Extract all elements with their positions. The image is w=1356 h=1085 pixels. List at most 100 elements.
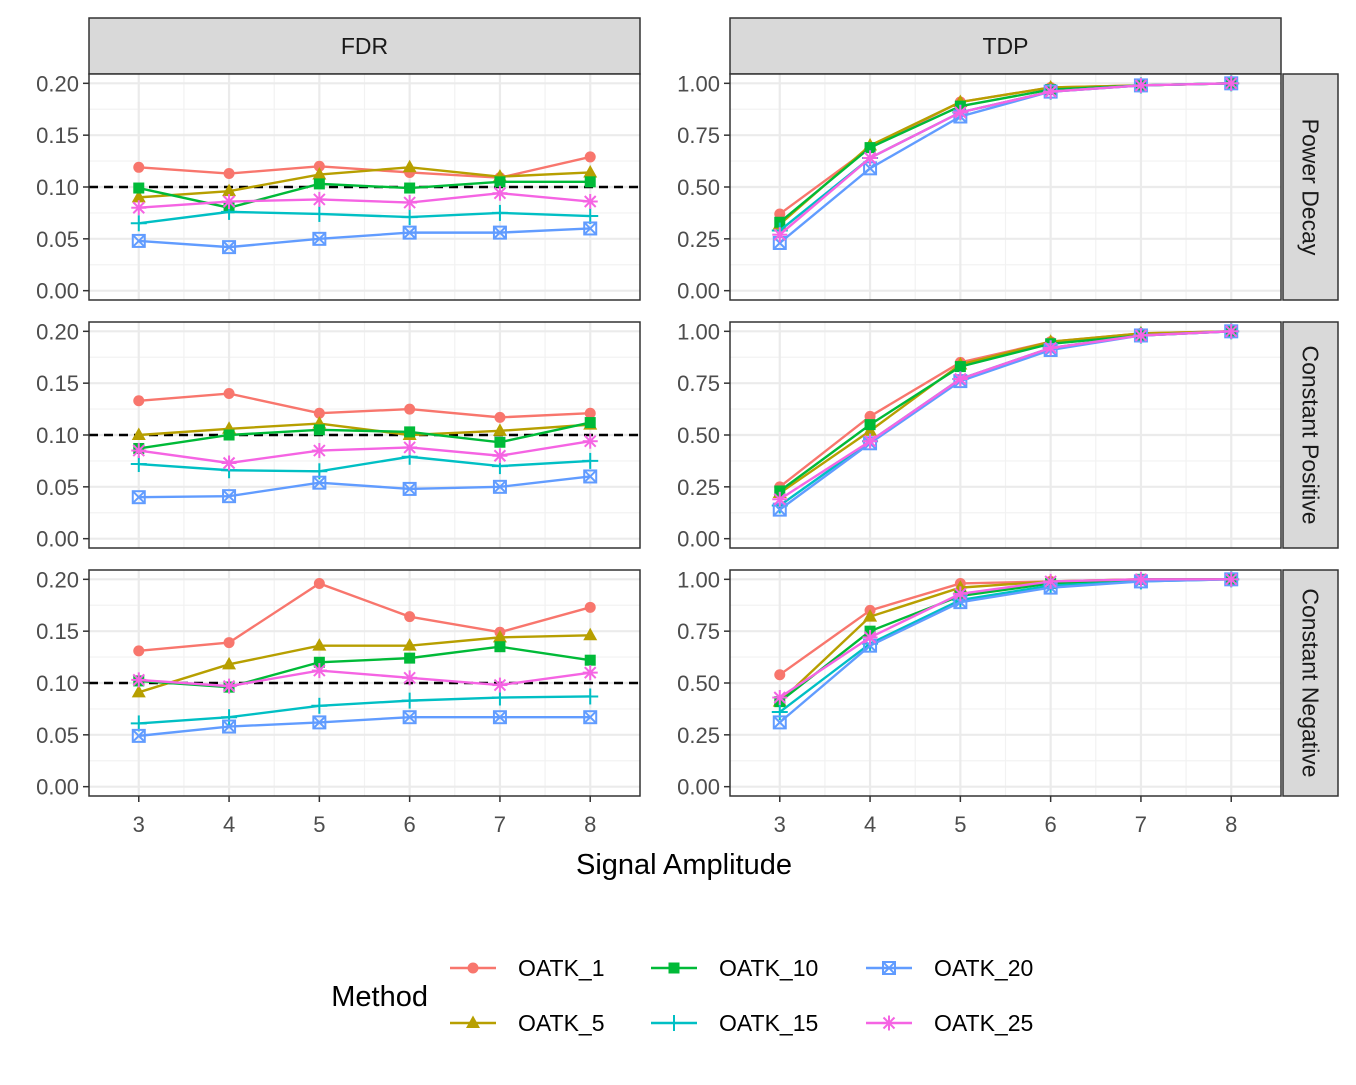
row-strip-label: Constant Positive	[1298, 346, 1324, 525]
y-tick-label: 0.50	[677, 423, 720, 448]
data-point	[131, 189, 146, 203]
series-oatk-15	[130, 203, 599, 232]
series-line	[138, 669, 591, 688]
series-line	[138, 716, 591, 738]
y-tick-label: 0.00	[36, 279, 79, 304]
data-point	[221, 194, 237, 210]
legend[interactable]: Method OATK_1 OATK_5 OATK_10 OATK_15 OATK_20…	[331, 955, 1033, 1036]
data-point	[492, 677, 508, 693]
x-tick-label: 6	[404, 812, 416, 837]
data-point	[221, 455, 237, 471]
y-tick-label: 0.00	[677, 279, 720, 304]
y-tick-label: 0.05	[36, 227, 79, 252]
data-point	[491, 204, 508, 221]
data-point	[862, 150, 878, 166]
legend-item-oatk-15[interactable]: OATK_15	[651, 1010, 818, 1036]
series-line	[138, 582, 591, 653]
y-tick-label: 0.75	[677, 123, 720, 148]
column-strip-background	[88, 17, 641, 75]
y-tick-label: 0.50	[677, 175, 720, 200]
legend-label: OATK_10	[719, 955, 818, 981]
row-strip-background	[1282, 569, 1339, 797]
data-point	[584, 417, 596, 429]
series-line	[138, 192, 591, 209]
data-point	[133, 161, 145, 173]
data-point	[402, 638, 417, 651]
series-oatk-25	[772, 571, 1239, 706]
data-point	[584, 407, 596, 419]
series-oatk-1	[133, 388, 596, 423]
column-strip-tdp: TDP	[729, 17, 1282, 75]
data-point	[584, 176, 596, 188]
data-point	[133, 645, 145, 657]
panel-constant-positive-fdr: 0.00 0.05 0.10 0.15 0.20	[36, 319, 641, 552]
data-point	[313, 160, 325, 172]
data-point	[223, 168, 235, 180]
row-strip-constant-positive: Constant Positive	[1282, 321, 1339, 549]
data-point	[404, 611, 416, 623]
data-point	[222, 240, 237, 255]
data-point	[492, 629, 507, 643]
data-point	[1043, 84, 1059, 100]
data-point	[130, 456, 147, 473]
legend-item-oatk-1[interactable]: OATK_1	[450, 955, 605, 981]
data-point	[223, 388, 235, 400]
legend-key-marker	[467, 962, 479, 974]
data-point	[402, 195, 418, 211]
series-line	[778, 82, 1232, 236]
y-axis: 0.00 0.25 0.50 0.75 1.00	[677, 71, 730, 304]
series-oatk-25	[772, 75, 1239, 243]
y-tick-label: 1.00	[677, 319, 720, 344]
y-axis: 0.00 0.25 0.50 0.75 1.00	[677, 567, 730, 800]
data-point	[494, 176, 506, 188]
x-tick-label: 8	[584, 812, 596, 837]
data-point	[130, 215, 147, 232]
data-point	[1133, 571, 1149, 587]
data-point	[1043, 340, 1059, 356]
legend-item-oatk-10[interactable]: OATK_10	[651, 955, 818, 981]
x-tick-label: 4	[223, 812, 235, 837]
data-point	[312, 715, 327, 730]
series-oatk-25	[131, 185, 598, 216]
y-axis: 0.00 0.05 0.10 0.15 0.20	[36, 71, 89, 304]
y-tick-label: 0.15	[36, 123, 79, 148]
data-point	[311, 191, 327, 207]
data-point	[582, 433, 598, 449]
series-oatk-20	[131, 710, 598, 743]
data-point	[494, 436, 506, 448]
legend-item-oatk-25[interactable]: OATK_25	[866, 1010, 1033, 1036]
data-point	[494, 411, 506, 423]
legend-key-marker	[666, 1015, 682, 1031]
y-axis: 0.00 0.05 0.10 0.15 0.20	[36, 567, 89, 800]
data-point	[862, 433, 878, 449]
legend-item-oatk-5[interactable]: OATK_5	[450, 1010, 605, 1036]
data-point	[952, 586, 968, 602]
row-strip-label: Constant Negative	[1298, 588, 1324, 777]
data-point	[311, 697, 328, 714]
y-tick-label: 0.10	[36, 175, 79, 200]
data-point	[133, 395, 145, 407]
data-point	[584, 151, 596, 163]
column-strip-background	[729, 17, 1282, 75]
y-tick-label: 0.00	[677, 775, 720, 800]
legend-key-marker	[882, 961, 896, 975]
series-oatk-5	[131, 159, 598, 203]
series-line	[138, 634, 591, 694]
legend-key-marker	[668, 962, 680, 974]
row-strip-background	[1282, 73, 1339, 301]
data-point	[402, 481, 417, 496]
x-tick-label: 3	[774, 812, 786, 837]
data-point	[311, 663, 327, 679]
x-tick-label: 5	[954, 812, 966, 837]
series-oatk-25	[772, 323, 1239, 507]
legend-label: OATK_20	[934, 955, 1033, 981]
data-point	[1133, 77, 1149, 93]
series-oatk-15	[130, 448, 599, 480]
data-point	[313, 424, 325, 436]
legend-label: OATK_5	[518, 1010, 605, 1036]
legend-item-oatk-20[interactable]: OATK_20	[866, 955, 1033, 981]
x-tick-label: 7	[494, 812, 506, 837]
data-point	[402, 159, 417, 173]
data-point	[492, 225, 507, 240]
x-axis-title: Signal Amplitude	[576, 849, 792, 881]
